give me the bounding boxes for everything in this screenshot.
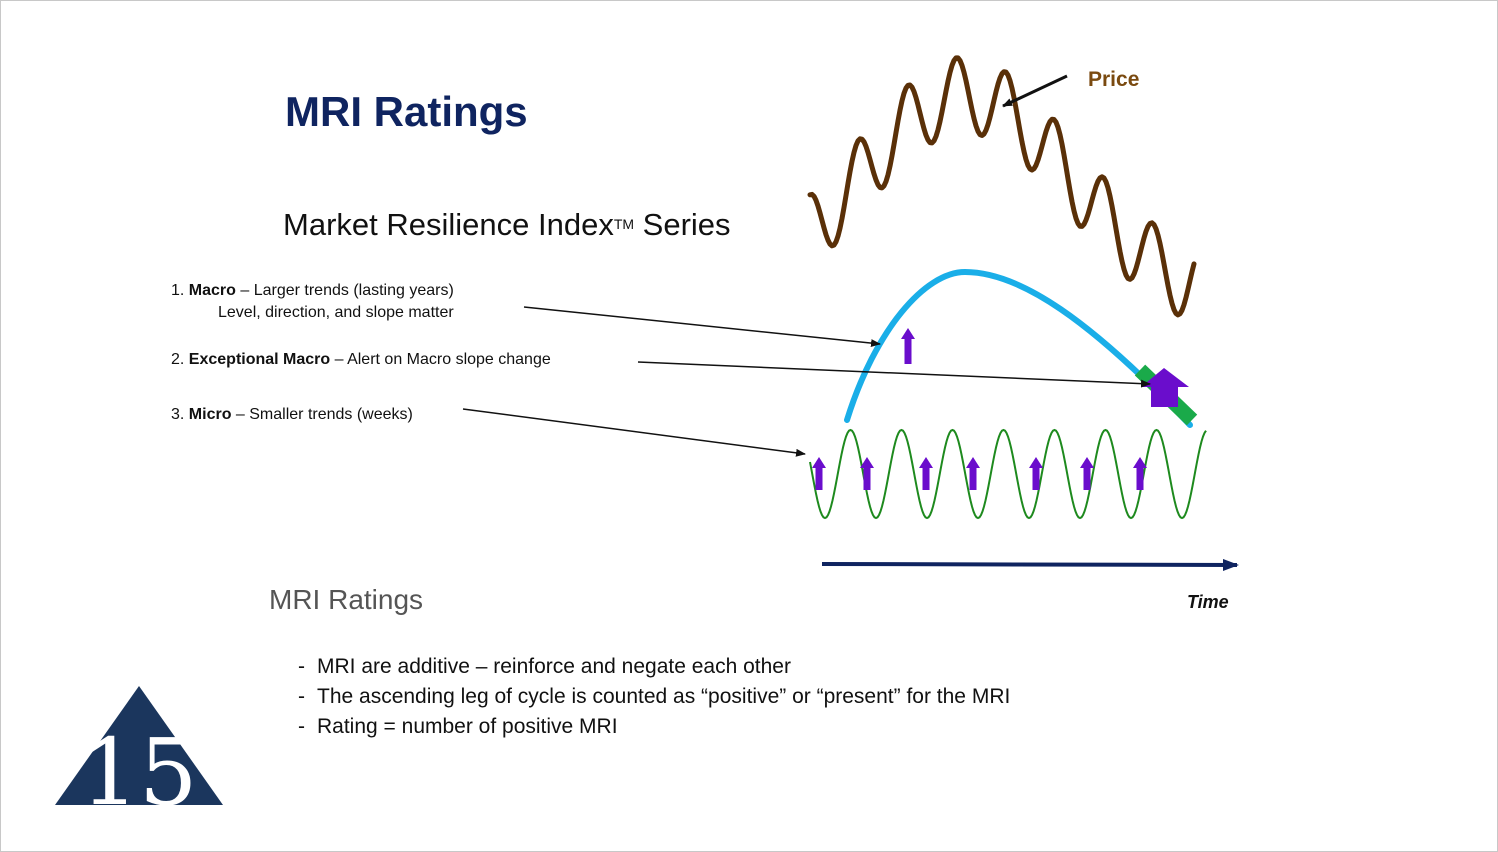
pointer-arrow-exceptional: [637, 361, 1151, 388]
list-term: Exceptional Macro: [188, 351, 331, 368]
up-arrow-icon: [1133, 457, 1147, 490]
subtitle-main: Market Resilience Index: [283, 207, 614, 242]
time-axis-arrow: [821, 558, 1239, 571]
list-number: 2.: [171, 351, 189, 368]
trademark-mark: TM: [613, 216, 635, 232]
ratings-heading: MRI Ratings: [269, 584, 424, 615]
ratings-bullet: - MRI are additive – reinforce and negate…: [298, 655, 791, 678]
up-arrow-icon: [901, 328, 915, 364]
page-title: MRI Ratings: [285, 88, 528, 135]
list-desc: – Larger trends (lasting years): [235, 282, 454, 299]
up-arrow-icon: [1080, 457, 1094, 490]
pointer-arrow-micro: [462, 408, 806, 457]
pointer-arrow-macro: [523, 306, 881, 348]
list-desc: – Smaller trends (weeks): [231, 406, 413, 423]
pointer-arrow-price: [1002, 74, 1068, 108]
exceptional-macro-up-arrow-icon: [1141, 368, 1189, 407]
price-curve: [807, 55, 1197, 318]
list-term: Micro: [188, 406, 232, 423]
list-item-exceptional-macro: 2. Exceptional Macro – Alert on Macro sl…: [171, 351, 551, 369]
subtitle-tail: Series: [634, 207, 731, 242]
up-arrow-icon: [812, 457, 826, 490]
up-arrow-icon: [919, 457, 933, 490]
time-axis-label: Time: [1187, 592, 1229, 612]
ratings-bullet-list: - MRI are additive – reinforce and negate…: [298, 652, 1010, 742]
list-item-macro: 1. Macro – Larger trends (lasting years): [171, 282, 454, 300]
logo-text: 15: [80, 719, 197, 808]
list-desc: – Alert on Macro slope change: [330, 351, 551, 368]
up-arrow-icon: [1029, 457, 1043, 490]
micro-curve: [809, 428, 1207, 520]
up-arrows: [812, 328, 1147, 490]
subtitle: Market Resilience IndexTM Series: [283, 207, 731, 243]
list-item-macro-detail: Level, direction, and slope matter: [218, 304, 454, 321]
ratings-bullet: - Rating = number of positive MRI: [298, 715, 618, 738]
bullet-text: MRI are additive – reinforce and negate …: [317, 655, 791, 678]
ratings-bullet: - The ascending leg of cycle is counted a…: [298, 685, 1011, 708]
up-arrow-icon: [966, 457, 980, 490]
list-number: 1.: [171, 282, 189, 299]
list-item-micro: 3. Micro – Smaller trends (weeks): [171, 406, 413, 424]
list-number: 3.: [171, 406, 189, 423]
list-term: Macro: [188, 282, 236, 299]
fifteen-triangle-logo-icon: 15: [55, 686, 223, 808]
up-arrow-icon: [860, 457, 874, 490]
bullet-text: The ascending leg of cycle is counted as…: [317, 685, 1011, 708]
bullet-text: Rating = number of positive MRI: [317, 715, 618, 738]
price-label: Price: [1088, 68, 1140, 91]
macro-curve: [844, 268, 1193, 428]
